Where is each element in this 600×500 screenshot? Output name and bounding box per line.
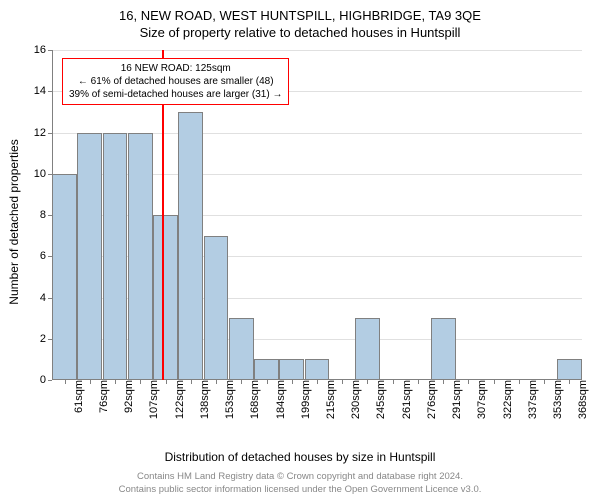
x-tick-mark — [241, 380, 242, 384]
y-tick-label: 6 — [40, 250, 52, 262]
x-tick-mark — [140, 380, 141, 384]
annotation-box: 16 NEW ROAD: 125sqm← 61% of detached hou… — [62, 58, 289, 105]
x-axis-label: Distribution of detached houses by size … — [0, 450, 600, 464]
histogram-bar — [355, 318, 380, 380]
y-tick-label: 12 — [34, 127, 52, 139]
x-tick-mark — [494, 380, 495, 384]
x-tick-label: 138sqm — [195, 380, 211, 419]
x-tick-mark — [342, 380, 343, 384]
x-tick-mark — [191, 380, 192, 384]
histogram-bar — [77, 133, 102, 381]
histogram-bar — [431, 318, 456, 380]
x-tick-label: 122sqm — [170, 380, 186, 419]
x-tick-label: 61sqm — [69, 380, 85, 413]
histogram-bar — [305, 359, 330, 380]
annotation-line-1: 16 NEW ROAD: 125sqm — [69, 62, 282, 75]
x-tick-label: 291sqm — [447, 380, 463, 419]
x-tick-label: 107sqm — [144, 380, 160, 419]
x-axis — [52, 379, 582, 380]
x-tick-label: 353sqm — [548, 380, 564, 419]
histogram-bar — [153, 215, 178, 380]
histogram-bar — [279, 359, 304, 380]
x-tick-mark — [418, 380, 419, 384]
x-tick-mark — [65, 380, 66, 384]
histogram-bar — [52, 174, 77, 380]
x-tick-label: 92sqm — [119, 380, 135, 413]
x-tick-mark — [367, 380, 368, 384]
x-tick-mark — [216, 380, 217, 384]
x-tick-label: 276sqm — [422, 380, 438, 419]
x-tick-mark — [519, 380, 520, 384]
x-tick-mark — [267, 380, 268, 384]
x-tick-mark — [317, 380, 318, 384]
x-tick-mark — [292, 380, 293, 384]
histogram-bar — [254, 359, 279, 380]
footer-line-1: Contains HM Land Registry data © Crown c… — [0, 471, 600, 483]
x-tick-label: 307sqm — [472, 380, 488, 419]
x-tick-label: 153sqm — [220, 380, 236, 419]
x-tick-mark — [90, 380, 91, 384]
x-tick-label: 168sqm — [245, 380, 261, 419]
histogram-bar — [103, 133, 128, 381]
y-axis-label-wrap: Number of detached properties — [14, 50, 28, 380]
x-tick-mark — [166, 380, 167, 384]
page-subtitle: Size of property relative to detached ho… — [0, 23, 600, 40]
x-tick-label: 322sqm — [498, 380, 514, 419]
histogram-bar — [178, 112, 203, 380]
chart-area: 024681012141661sqm76sqm92sqm107sqm122sqm… — [52, 50, 582, 380]
x-tick-label: 230sqm — [346, 380, 362, 419]
footer-line-2: Contains public sector information licen… — [0, 484, 600, 496]
x-tick-mark — [443, 380, 444, 384]
y-tick-label: 4 — [40, 292, 52, 304]
x-tick-mark — [468, 380, 469, 384]
x-tick-label: 261sqm — [397, 380, 413, 419]
x-tick-mark — [569, 380, 570, 384]
histogram-bar — [557, 359, 582, 380]
histogram-bar — [128, 133, 153, 381]
x-tick-label: 199sqm — [296, 380, 312, 419]
x-tick-label: 76sqm — [94, 380, 110, 413]
x-tick-label: 245sqm — [371, 380, 387, 419]
y-axis — [52, 50, 53, 380]
y-axis-label: Number of detached properties — [7, 139, 21, 304]
annotation-line-2: ← 61% of detached houses are smaller (48… — [69, 75, 282, 88]
y-tick-label: 14 — [34, 85, 52, 97]
page-title: 16, NEW ROAD, WEST HUNTSPILL, HIGHBRIDGE… — [0, 0, 600, 23]
x-tick-mark — [393, 380, 394, 384]
histogram-bar — [204, 236, 229, 380]
y-tick-label: 10 — [34, 168, 52, 180]
grid-line — [52, 50, 582, 51]
annotation-line-3: 39% of semi-detached houses are larger (… — [69, 88, 282, 101]
x-tick-label: 368sqm — [573, 380, 589, 419]
x-tick-mark — [544, 380, 545, 384]
footer-attribution: Contains HM Land Registry data © Crown c… — [0, 471, 600, 496]
y-tick-label: 8 — [40, 209, 52, 221]
x-tick-label: 184sqm — [271, 380, 287, 419]
x-tick-label: 215sqm — [321, 380, 337, 419]
y-tick-label: 2 — [40, 333, 52, 345]
y-tick-label: 16 — [34, 44, 52, 56]
x-tick-mark — [115, 380, 116, 384]
y-tick-label: 0 — [40, 374, 52, 386]
x-tick-label: 337sqm — [523, 380, 539, 419]
histogram-bar — [229, 318, 254, 380]
